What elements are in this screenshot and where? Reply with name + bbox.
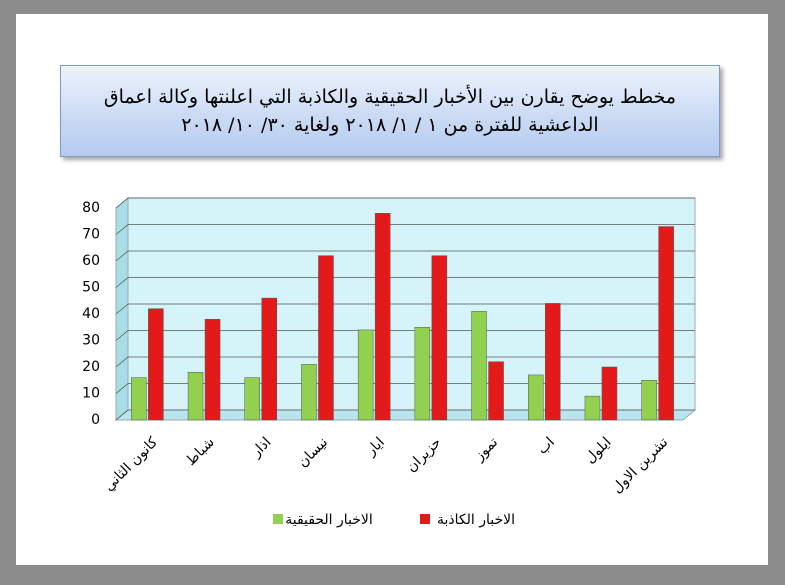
y-tick-label: 50: [82, 280, 100, 296]
bar: [528, 374, 544, 421]
grid-line: [115, 303, 695, 315]
bar: [301, 364, 317, 421]
chart-title: مخطط يوضح يقارن بين الأخبار الحقيقية وال…: [60, 65, 720, 157]
bar: [374, 213, 391, 421]
x-tick-label: ايلول: [582, 434, 614, 466]
legend-label: الاخبار الكاذبة: [437, 512, 515, 528]
y-tick-label: 60: [82, 253, 100, 269]
x-tick-label: تشرين الاول: [609, 434, 671, 496]
legend-label: الاخبار الحقيقية: [285, 512, 373, 528]
y-tick-label: 10: [82, 386, 100, 402]
grid-line: [115, 250, 695, 262]
grid-line: [115, 277, 695, 288]
x-tick-label: تموز: [471, 434, 501, 464]
bar: [414, 327, 431, 421]
grid-line: [115, 330, 695, 341]
x-tick-label: اب: [535, 434, 558, 457]
y-tick-label: 80: [82, 200, 100, 216]
x-tick-label: نيسان: [295, 434, 331, 470]
x-tick-label: حزيران: [403, 434, 444, 475]
bar: [357, 329, 374, 421]
bar: [545, 303, 561, 421]
bar: [584, 395, 601, 421]
x-tick-label: كانون الثاني: [101, 434, 161, 494]
bar: [244, 377, 260, 421]
legend-swatch: [273, 514, 283, 524]
legend-swatch: [420, 514, 430, 524]
grid-line: [115, 356, 695, 368]
bar: [431, 255, 448, 421]
bar: [261, 297, 277, 421]
bar: [471, 311, 487, 421]
y-tick-label: 0: [91, 412, 100, 428]
bar: [187, 372, 204, 421]
y-tick-label: 20: [82, 359, 100, 375]
bar: [148, 308, 164, 421]
y-tick-label: 70: [82, 227, 100, 243]
grid-line: [115, 383, 695, 394]
bar: [204, 319, 221, 421]
grid-line: [115, 409, 695, 421]
bar: [131, 377, 147, 421]
bar: [318, 255, 334, 421]
y-tick-label: 40: [82, 306, 100, 322]
x-tick-label: اذار: [248, 434, 275, 461]
bar: [488, 361, 504, 421]
bar: [658, 226, 674, 421]
bar: [601, 366, 618, 421]
x-tick-label: ايار: [362, 434, 387, 459]
y-tick-label: 30: [82, 333, 100, 349]
x-tick-label: شباط: [183, 434, 218, 469]
grid-line: [115, 197, 695, 209]
grid-line: [115, 224, 695, 235]
bar: [641, 380, 657, 421]
